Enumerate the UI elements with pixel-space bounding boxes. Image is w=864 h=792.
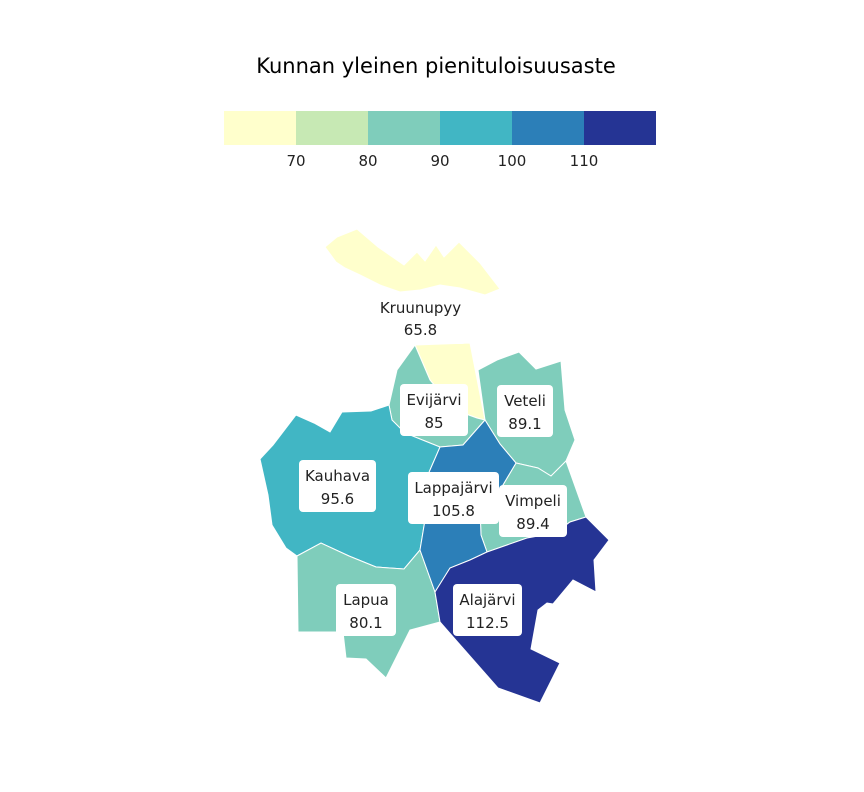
region-label-alajarvi: Alajärvi 112.5 bbox=[453, 584, 522, 636]
region-label-value: 80.1 bbox=[349, 614, 382, 632]
region-label-value: 89.1 bbox=[508, 415, 541, 433]
region-label-kruunupyy: Kruunupyy 65.8 bbox=[375, 292, 466, 344]
region-label-value: 89.4 bbox=[516, 515, 549, 533]
region-label-kauhava: Kauhava 95.6 bbox=[299, 460, 376, 512]
region-label-value: 95.6 bbox=[321, 490, 354, 508]
region-label-name: Alajärvi bbox=[459, 591, 515, 609]
map-title: Kunnan yleinen pienituloisuusaste bbox=[256, 54, 616, 78]
region-label-name: Lappajärvi bbox=[414, 479, 492, 497]
region-label-vimpeli: Vimpeli 89.4 bbox=[499, 485, 567, 537]
color-legend bbox=[224, 111, 656, 145]
region-label-name: Kruunupyy bbox=[380, 299, 461, 317]
region-label-value: 85 bbox=[424, 414, 443, 432]
region-label-veteli: Veteli 89.1 bbox=[497, 385, 553, 437]
region-label-name: Vimpeli bbox=[505, 492, 561, 510]
region-label-name: Lapua bbox=[343, 591, 389, 609]
region-label-evijarvi: Evijärvi 85 bbox=[400, 384, 468, 436]
legend-swatch bbox=[584, 111, 656, 145]
legend-tick-label: 110 bbox=[569, 152, 599, 170]
legend-swatch bbox=[440, 111, 512, 145]
region-label-value: 105.8 bbox=[432, 502, 475, 520]
legend-swatch bbox=[296, 111, 368, 145]
legend-tick-label: 90 bbox=[430, 152, 450, 170]
legend-swatch bbox=[224, 111, 296, 145]
region-label-value: 112.5 bbox=[466, 614, 509, 632]
region-label-name: Evijärvi bbox=[406, 391, 461, 409]
legend-tick-label: 70 bbox=[286, 152, 306, 170]
region-label-lappajarvi: Lappajärvi 105.8 bbox=[408, 472, 499, 524]
legend-swatch bbox=[368, 111, 440, 145]
region-label-lapua: Lapua 80.1 bbox=[336, 584, 396, 636]
legend-tick-label: 80 bbox=[358, 152, 378, 170]
region-label-name: Veteli bbox=[504, 392, 546, 410]
legend-tick-label: 100 bbox=[497, 152, 527, 170]
legend-swatch bbox=[512, 111, 584, 145]
region-label-value: 65.8 bbox=[404, 321, 437, 339]
region-label-name: Kauhava bbox=[305, 467, 370, 485]
